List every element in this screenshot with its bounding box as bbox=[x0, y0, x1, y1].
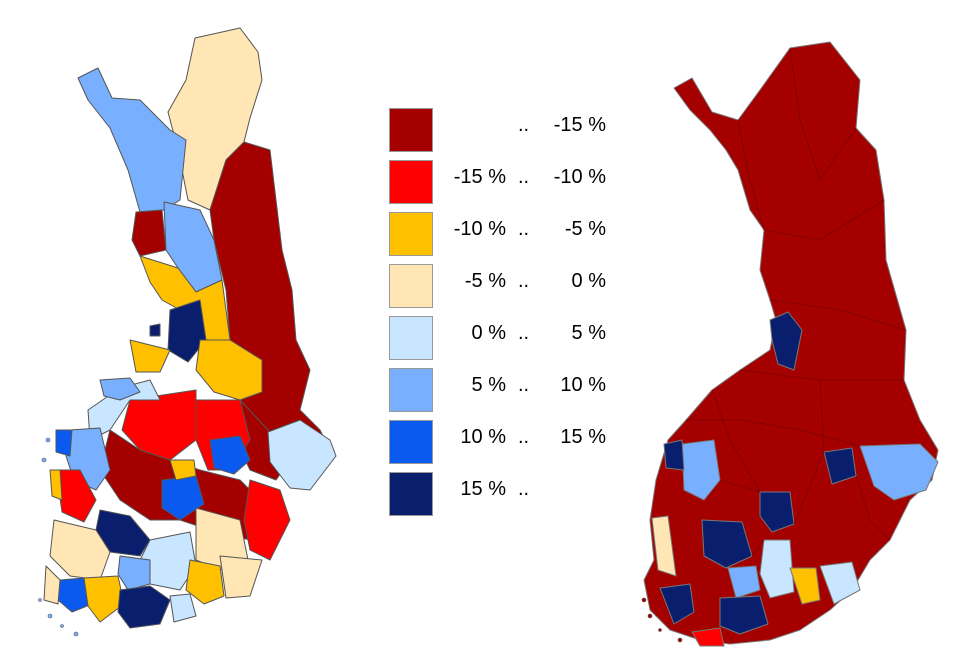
region-kymi-yellow bbox=[185, 559, 225, 605]
region-right-jyvaskyla-dark bbox=[759, 491, 795, 533]
legend-from-label: -5 % bbox=[464, 270, 506, 292]
region-west-lapland bbox=[77, 67, 187, 213]
legend-to-label: -10 % bbox=[553, 166, 606, 188]
legend-row: 15 %.. bbox=[386, 468, 626, 520]
legend-swatch bbox=[389, 108, 433, 152]
region-karelia-yellow bbox=[129, 339, 171, 373]
legend-swatch bbox=[389, 472, 433, 516]
region-right-kouvola-yellow bbox=[789, 567, 821, 605]
region-right-hame-blue bbox=[727, 565, 761, 599]
region-right-pirkanmaa-light bbox=[651, 515, 677, 577]
legend-swatch bbox=[389, 212, 433, 256]
region-right-south-red bbox=[691, 627, 725, 647]
region-right-vaasa-dark bbox=[663, 439, 685, 471]
map-right bbox=[641, 41, 939, 647]
legend-from-label: 15 % bbox=[460, 478, 506, 500]
region-southwest-light bbox=[43, 565, 61, 605]
legend-swatch bbox=[389, 368, 433, 412]
legend-separator: .. bbox=[518, 166, 530, 188]
legend-to-label: 5 % bbox=[571, 322, 606, 344]
legend-swatch bbox=[389, 264, 433, 308]
region-savonlinna-red bbox=[243, 479, 291, 561]
region-oulu-city bbox=[167, 299, 207, 363]
legend-separator: .. bbox=[518, 374, 530, 396]
legend-to-label: 0 % bbox=[571, 270, 606, 292]
legend-swatch bbox=[389, 316, 433, 360]
region-kymi-light bbox=[219, 555, 263, 599]
region-right-lahti-light bbox=[759, 539, 795, 599]
region-oulu-blue-islet bbox=[149, 323, 161, 337]
region-hame-blue bbox=[117, 555, 151, 591]
legend-from-label: 0 % bbox=[471, 322, 506, 344]
legend-swatch bbox=[389, 420, 433, 464]
legend-separator: .. bbox=[518, 426, 530, 448]
legend-separator: .. bbox=[518, 478, 530, 500]
legend-to-label: 10 % bbox=[560, 374, 606, 396]
region-vaasa-blue bbox=[55, 429, 73, 457]
legend-row: 5 %.. 10 % bbox=[386, 364, 626, 416]
region-jyvaskyla-yellow bbox=[169, 459, 197, 481]
legend-from-label: 10 % bbox=[460, 426, 506, 448]
region-north-karelia bbox=[267, 419, 337, 491]
legend-row: -5 %.. 0 % bbox=[386, 260, 626, 312]
legend-swatch bbox=[389, 160, 433, 204]
legend-from-label: -15 % bbox=[453, 166, 506, 188]
region-right-oulu-dark bbox=[769, 311, 803, 371]
legend-row: 0 %.. 5 % bbox=[386, 312, 626, 364]
map-left bbox=[38, 27, 337, 637]
region-right-karelia-blue bbox=[859, 443, 939, 501]
region-right-tampere-dark bbox=[701, 519, 753, 569]
region-helsinki-dark bbox=[117, 585, 171, 629]
region-right-helsinki-dark bbox=[719, 595, 769, 635]
region-right-vaasa-blue bbox=[681, 439, 721, 501]
region-helsinki-light bbox=[169, 593, 197, 623]
legend-separator: .. bbox=[518, 218, 530, 240]
legend-row: -10 %.. -5 % bbox=[386, 208, 626, 260]
legend-row: -15 %.. -10 % bbox=[386, 156, 626, 208]
legend-separator: .. bbox=[518, 322, 530, 344]
legend-row: 10 %.. 15 % bbox=[386, 416, 626, 468]
legend-to-label: 15 % bbox=[560, 426, 606, 448]
legend-to-label: -15 % bbox=[553, 114, 606, 136]
region-savo-blue bbox=[209, 435, 251, 475]
region-satakunta-red bbox=[55, 469, 97, 523]
region-right-kotka-light bbox=[819, 561, 861, 605]
legend-separator: .. bbox=[518, 270, 530, 292]
legend-row: .. -15 % bbox=[386, 104, 626, 156]
region-uusimaa-yellow bbox=[83, 575, 125, 623]
legend-separator: .. bbox=[518, 114, 530, 136]
legend-from-label: -10 % bbox=[453, 218, 506, 240]
legend-to-label: -5 % bbox=[564, 218, 606, 240]
legend-from-label: 5 % bbox=[471, 374, 506, 396]
region-ostrobothnia-yellow bbox=[49, 469, 63, 501]
region-right-turku-dark bbox=[659, 583, 695, 625]
region-tornio bbox=[131, 209, 167, 257]
region-oulu-south bbox=[195, 339, 263, 401]
legend: .. -15 % -15 %.. -10 % -10 %.. -5 % -5 %.. 0 % 0… bbox=[386, 104, 626, 520]
region-kokkola-blue bbox=[99, 377, 141, 401]
